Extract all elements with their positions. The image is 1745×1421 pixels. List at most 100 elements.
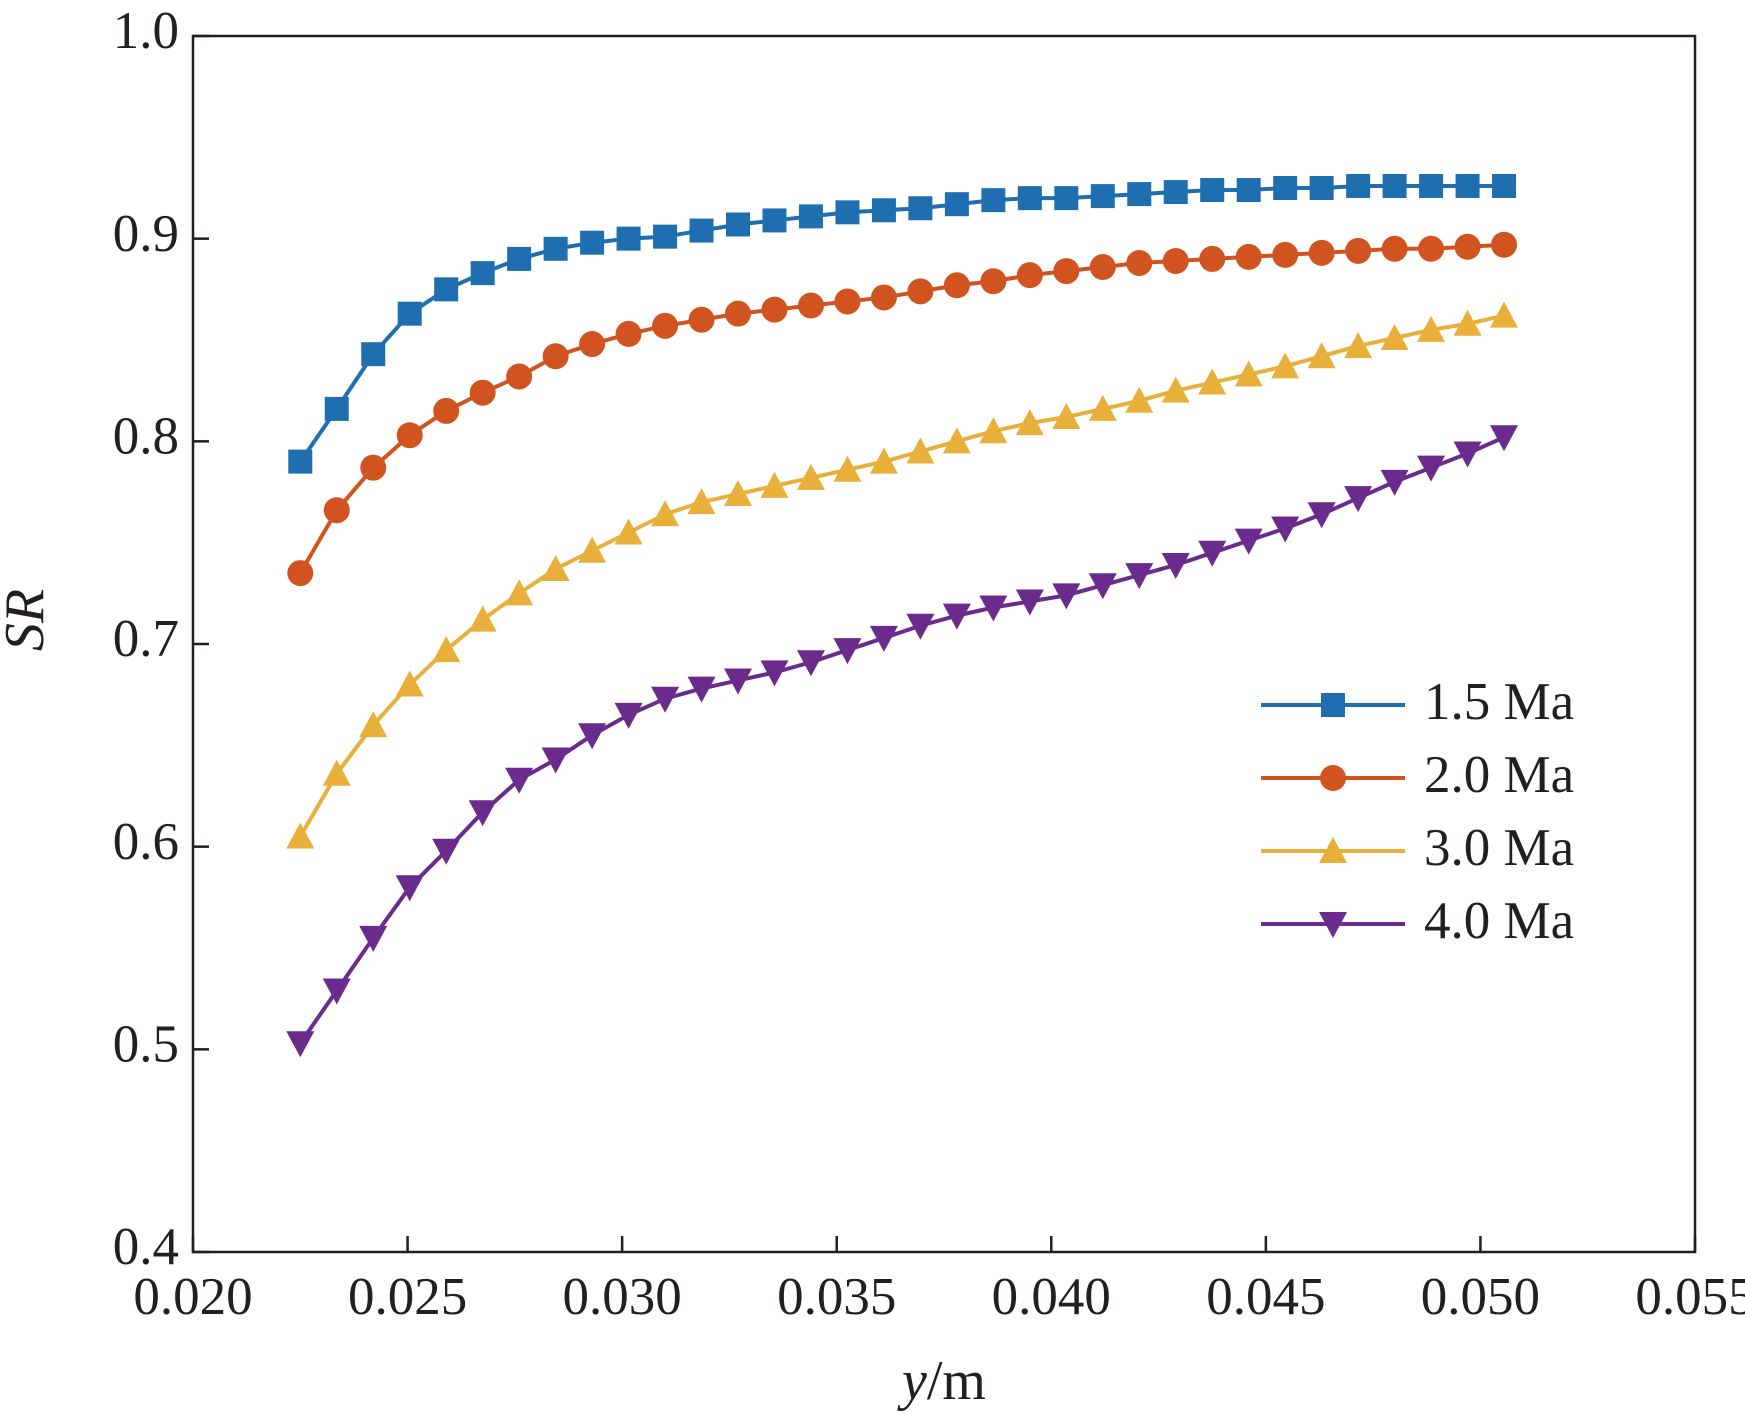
marker bbox=[906, 613, 935, 640]
marker bbox=[1162, 247, 1189, 274]
marker bbox=[1273, 176, 1298, 200]
legend-text: 3.0 Ma bbox=[1424, 819, 1574, 877]
marker bbox=[361, 342, 386, 367]
marker bbox=[1053, 258, 1080, 285]
marker bbox=[1235, 243, 1262, 270]
series-line bbox=[298, 183, 1505, 463]
legend-text: 1.5 Ma bbox=[1424, 673, 1574, 731]
legend-marker bbox=[1319, 912, 1347, 938]
marker bbox=[1199, 245, 1226, 272]
marker bbox=[395, 875, 424, 902]
marker bbox=[505, 767, 534, 794]
marker bbox=[796, 463, 825, 490]
marker bbox=[434, 277, 459, 302]
marker bbox=[869, 625, 898, 652]
marker bbox=[689, 218, 714, 243]
marker bbox=[1090, 184, 1115, 209]
marker bbox=[578, 536, 607, 563]
marker bbox=[286, 1031, 315, 1058]
marker bbox=[1307, 502, 1336, 529]
marker bbox=[796, 650, 825, 677]
marker bbox=[1490, 301, 1519, 328]
marker bbox=[1088, 573, 1117, 600]
marker bbox=[760, 660, 789, 687]
marker bbox=[1089, 254, 1116, 281]
marker bbox=[687, 676, 716, 703]
marker bbox=[798, 204, 823, 229]
marker bbox=[1272, 241, 1299, 268]
y-tick-label: 0.4 bbox=[113, 1218, 179, 1276]
marker bbox=[288, 449, 313, 474]
marker bbox=[724, 480, 753, 507]
marker bbox=[1344, 332, 1373, 359]
marker bbox=[506, 363, 533, 390]
marker bbox=[1017, 186, 1042, 211]
marker bbox=[614, 702, 643, 729]
marker bbox=[1271, 516, 1300, 543]
x-tick-label: 0.040 bbox=[992, 1268, 1111, 1326]
x-tick-label: 0.035 bbox=[777, 1268, 896, 1326]
marker bbox=[433, 397, 460, 424]
marker bbox=[907, 278, 934, 305]
marker bbox=[543, 236, 568, 261]
marker bbox=[1345, 237, 1372, 264]
marker bbox=[505, 579, 534, 606]
x-tick-label: 0.030 bbox=[563, 1268, 682, 1326]
marker bbox=[725, 300, 752, 327]
marker bbox=[1015, 409, 1044, 436]
marker bbox=[1417, 315, 1446, 342]
x-axis-label: y/m bbox=[897, 1350, 986, 1412]
legend-marker bbox=[1321, 693, 1345, 717]
marker bbox=[1198, 368, 1227, 395]
marker bbox=[1052, 583, 1081, 610]
marker bbox=[579, 331, 606, 358]
marker bbox=[359, 925, 388, 952]
marker bbox=[432, 636, 461, 663]
marker bbox=[1234, 360, 1263, 387]
marker bbox=[1380, 469, 1409, 496]
marker bbox=[761, 296, 788, 323]
marker bbox=[469, 379, 496, 406]
marker bbox=[1234, 528, 1263, 555]
marker bbox=[397, 301, 422, 326]
marker bbox=[687, 488, 716, 515]
marker bbox=[470, 261, 495, 286]
marker bbox=[1088, 394, 1117, 421]
marker bbox=[653, 224, 678, 249]
marker bbox=[542, 343, 569, 370]
marker bbox=[323, 497, 350, 524]
marker bbox=[1308, 239, 1335, 266]
legend-marker bbox=[1320, 765, 1346, 791]
marker bbox=[1236, 178, 1261, 203]
marker bbox=[942, 427, 971, 454]
marker bbox=[541, 747, 570, 774]
marker bbox=[871, 198, 896, 223]
marker bbox=[906, 437, 935, 464]
marker bbox=[1161, 376, 1190, 403]
marker bbox=[468, 605, 497, 632]
marker bbox=[1198, 540, 1227, 567]
marker bbox=[726, 212, 751, 237]
marker bbox=[981, 188, 1006, 213]
marker bbox=[943, 272, 970, 299]
marker bbox=[1381, 235, 1408, 262]
marker bbox=[652, 312, 679, 339]
marker bbox=[359, 711, 388, 738]
marker bbox=[1016, 262, 1043, 289]
marker bbox=[870, 284, 897, 311]
marker bbox=[651, 686, 680, 713]
marker bbox=[616, 226, 641, 251]
marker bbox=[1455, 173, 1480, 198]
marker bbox=[324, 396, 349, 421]
marker bbox=[615, 320, 642, 347]
marker bbox=[1125, 386, 1154, 413]
marker bbox=[651, 500, 680, 527]
marker bbox=[1307, 342, 1336, 369]
series-line bbox=[298, 242, 1505, 575]
marker bbox=[1417, 455, 1446, 482]
marker bbox=[942, 603, 971, 630]
series-line bbox=[298, 435, 1505, 1045]
marker bbox=[1453, 309, 1482, 336]
marker bbox=[1163, 180, 1188, 205]
marker bbox=[322, 759, 351, 786]
